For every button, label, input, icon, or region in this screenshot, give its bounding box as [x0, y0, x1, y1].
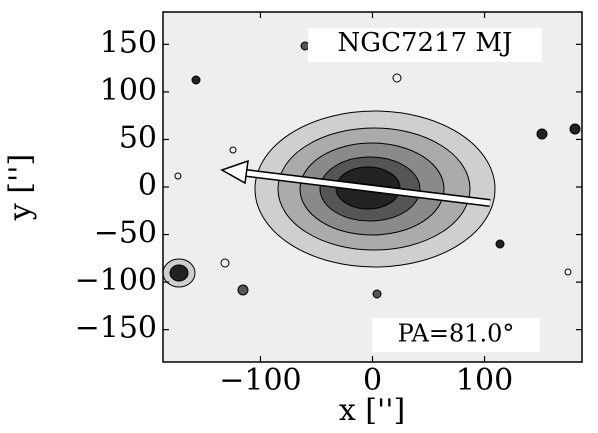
- annotation: PA=81.0°: [398, 320, 515, 348]
- x-tick-label: 0: [363, 363, 382, 398]
- contour-blob: [174, 172, 182, 180]
- contour-blob: [536, 128, 548, 140]
- x-tick-label: −100: [219, 363, 301, 398]
- title-box: [308, 28, 542, 62]
- annotation-box: [372, 318, 540, 352]
- contour-blob: [392, 73, 402, 83]
- contour-blob: [229, 146, 237, 154]
- contour-blob: [564, 268, 572, 276]
- arrow-shaft: [237, 169, 491, 206]
- contour-blob: [372, 289, 382, 299]
- arrow-head: [220, 159, 249, 185]
- y-tick-label: 0: [138, 168, 157, 203]
- y-tick-label: 150: [100, 25, 157, 60]
- contour-blob: [300, 41, 310, 51]
- contour-blob: [191, 75, 201, 85]
- contour-blob: [237, 284, 249, 296]
- y-axis-label: y ['']: [3, 154, 38, 221]
- x-axis-label: x ['']: [339, 393, 405, 428]
- y-tick-label: −100: [75, 263, 157, 298]
- chart-title: NGC7217 MJ: [338, 28, 513, 58]
- contour-blob: [169, 264, 189, 282]
- y-tick-label: −50: [94, 216, 157, 251]
- contour-blob: [495, 239, 505, 249]
- contour-blob: [569, 123, 581, 135]
- x-tick-label: 100: [456, 363, 513, 398]
- contour-blob: [220, 258, 230, 268]
- y-tick-label: 100: [100, 73, 157, 108]
- y-tick-label: −150: [75, 311, 157, 346]
- y-tick-label: 50: [119, 120, 157, 155]
- pa-arrow: [220, 159, 491, 207]
